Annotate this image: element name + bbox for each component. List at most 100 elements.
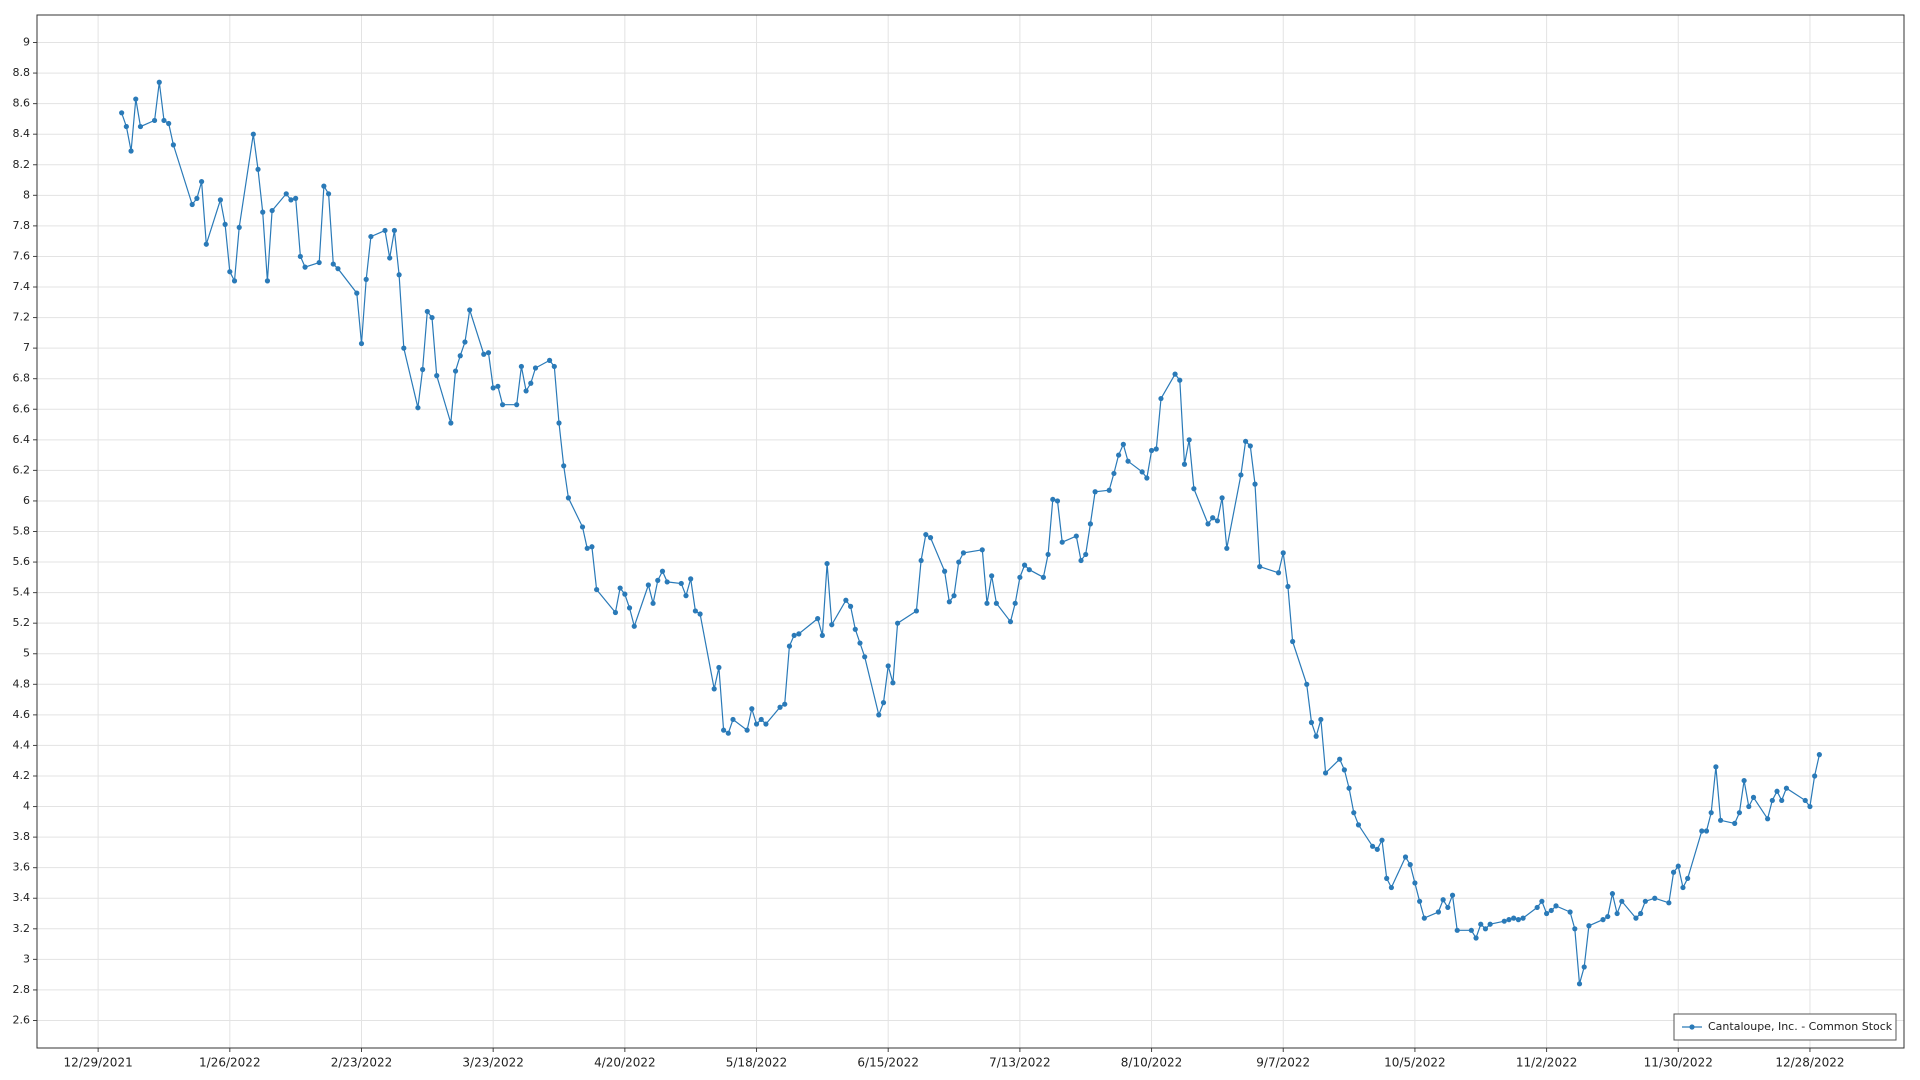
point xyxy=(1351,810,1357,816)
point xyxy=(946,599,952,605)
point xyxy=(161,117,167,124)
point xyxy=(880,700,887,706)
point xyxy=(1021,562,1028,568)
point xyxy=(1050,496,1056,503)
point xyxy=(387,255,393,261)
point xyxy=(918,557,924,564)
y-tick-label: 6.6 xyxy=(13,402,31,415)
point xyxy=(302,264,308,270)
point xyxy=(264,278,271,284)
point xyxy=(1572,926,1578,932)
point xyxy=(1736,810,1743,816)
point xyxy=(391,227,398,234)
point xyxy=(725,730,731,736)
point xyxy=(128,148,134,154)
point xyxy=(1045,551,1051,558)
point xyxy=(960,550,967,556)
point xyxy=(688,576,694,582)
point xyxy=(396,272,402,278)
y-tick-label: 8.8 xyxy=(13,66,31,79)
point xyxy=(631,623,637,629)
x-tick-label: 11/30/2022 xyxy=(1644,1056,1713,1070)
point xyxy=(495,383,501,389)
point xyxy=(956,559,962,565)
point xyxy=(1732,820,1738,826)
x-tick-label: 12/29/2021 xyxy=(64,1056,133,1070)
y-tick-label: 8 xyxy=(23,188,30,201)
y-tick-label: 2.8 xyxy=(13,983,31,996)
point xyxy=(1515,917,1521,923)
point xyxy=(650,600,656,606)
point xyxy=(758,716,764,723)
point xyxy=(119,110,125,116)
x-tick-label: 7/13/2022 xyxy=(989,1056,1051,1070)
point xyxy=(1191,486,1197,492)
point xyxy=(1812,773,1818,779)
point xyxy=(1774,788,1780,794)
point xyxy=(815,616,821,622)
point xyxy=(1346,785,1352,791)
point xyxy=(1148,447,1155,454)
point xyxy=(297,253,303,260)
point xyxy=(1153,446,1159,452)
point xyxy=(485,350,492,356)
point xyxy=(236,224,242,231)
point xyxy=(269,207,275,214)
point xyxy=(885,663,891,669)
point xyxy=(1553,903,1559,909)
y-tick-label: 8.2 xyxy=(13,158,31,171)
point xyxy=(382,227,388,234)
point xyxy=(551,363,557,370)
point xyxy=(316,259,322,266)
point xyxy=(1139,469,1145,475)
point xyxy=(151,117,158,124)
point xyxy=(1116,452,1122,458)
point xyxy=(255,166,261,172)
x-tick-label: 4/20/2022 xyxy=(594,1056,656,1070)
point xyxy=(1750,794,1757,800)
point xyxy=(744,727,750,733)
point xyxy=(189,201,195,208)
legend-label: Cantaloupe, Inc. - Common Stock xyxy=(1708,1020,1893,1033)
y-tick-label: 3 xyxy=(23,952,30,965)
point xyxy=(622,591,628,597)
point xyxy=(749,706,755,712)
point xyxy=(777,704,783,710)
point xyxy=(617,585,623,591)
point xyxy=(1816,752,1822,758)
point xyxy=(1703,828,1710,834)
point xyxy=(1511,915,1517,921)
point xyxy=(753,721,760,727)
point xyxy=(1807,803,1813,810)
y-tick-label: 4.2 xyxy=(13,769,31,782)
point xyxy=(518,363,524,370)
point xyxy=(829,622,835,628)
point xyxy=(1379,837,1385,843)
point xyxy=(401,345,407,351)
point xyxy=(612,609,619,616)
point xyxy=(1257,564,1263,570)
y-tick-label: 3.8 xyxy=(13,830,31,843)
point xyxy=(1158,395,1164,402)
point xyxy=(678,580,684,587)
point xyxy=(1534,904,1540,911)
point xyxy=(194,195,200,201)
point xyxy=(217,197,224,203)
point xyxy=(231,278,238,284)
point xyxy=(1468,927,1474,933)
point xyxy=(170,142,176,148)
point xyxy=(1374,846,1380,852)
point xyxy=(763,721,769,727)
x-tick-label: 9/7/2022 xyxy=(1256,1056,1310,1070)
point xyxy=(415,405,421,411)
y-tick-label: 4.4 xyxy=(13,738,31,751)
point xyxy=(791,632,797,639)
y-tick-label: 4 xyxy=(23,800,30,813)
point xyxy=(222,221,228,227)
y-tick-label: 8.4 xyxy=(13,127,31,140)
legend-marker xyxy=(1689,1024,1695,1030)
point xyxy=(1252,481,1258,487)
point xyxy=(335,266,341,272)
point xyxy=(1680,884,1686,891)
point xyxy=(156,79,162,85)
